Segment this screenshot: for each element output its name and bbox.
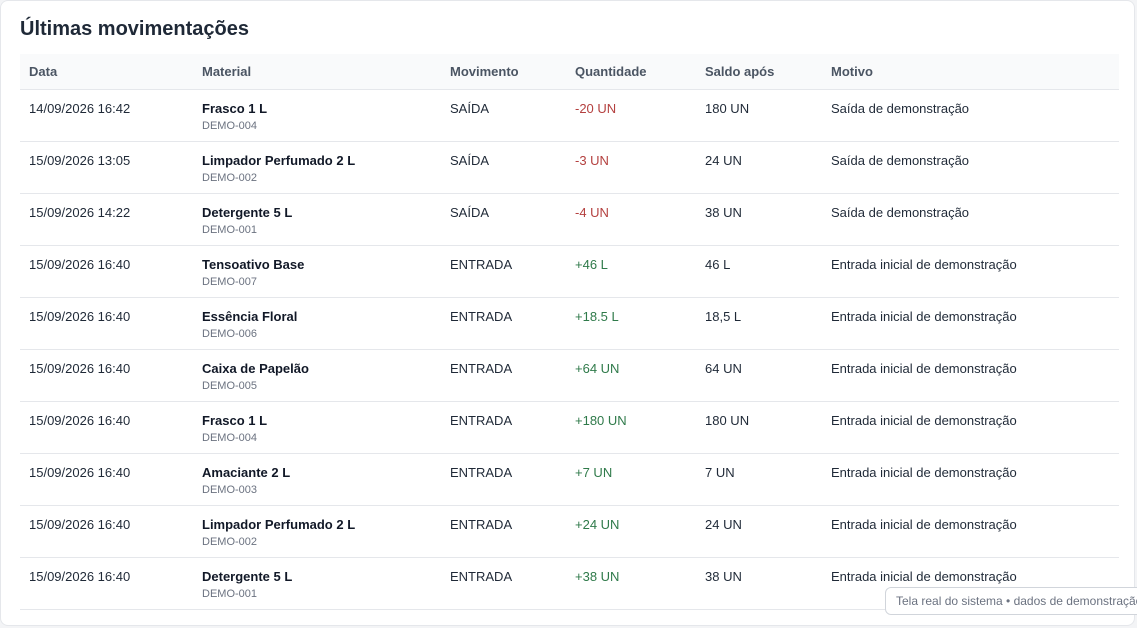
row-quantity: +38 UN (566, 557, 696, 610)
material-name: Limpador Perfumado 2 L (202, 517, 356, 532)
row-quantity: +24 UN (566, 505, 696, 558)
column-header-quantity: Quantidade (566, 54, 696, 90)
row-reason: Entrada inicial de demonstração (822, 401, 1119, 454)
material-code: DEMO-004 (202, 432, 258, 444)
material-name: Detergente 5 L (202, 205, 293, 220)
row-movement: SAÍDA (441, 141, 566, 194)
material-code: DEMO-002 (202, 172, 258, 184)
table-row: 15/09/2026 16:40 Caixa de Papelão DEMO-005… (20, 349, 1119, 402)
movements-table: Data Material Movimento Quantidade Saldo… (20, 54, 1119, 610)
material-name: Detergente 5 L (202, 569, 293, 584)
row-movement: ENTRADA (441, 557, 566, 610)
table-row: 15/09/2026 16:40 Essência Floral DEMO-006 E… (20, 297, 1119, 350)
row-material: Frasco 1 L DEMO-004 (193, 401, 441, 454)
row-reason: Saída de demonstração (822, 141, 1119, 194)
table-row: 15/09/2026 14:22 Detergente 5 L DEMO-001 SA… (20, 193, 1119, 246)
column-header-material: Material (193, 54, 441, 90)
row-quantity: -3 UN (566, 141, 696, 194)
row-date: 15/09/2026 16:40 (20, 349, 193, 402)
row-reason: Saída de demonstração (822, 193, 1119, 246)
row-movement: ENTRADA (441, 245, 566, 298)
table-row: 15/09/2026 16:40 Tensoativo Base DEMO-007 E… (20, 245, 1119, 298)
row-reason: Entrada inicial de demonstração (822, 453, 1119, 506)
row-date: 15/09/2026 16:40 (20, 453, 193, 506)
table-header-row: Data Material Movimento Quantidade Saldo… (20, 54, 1119, 90)
row-reason: Entrada inicial de demonstração (822, 505, 1119, 558)
column-header-reason: Motivo (822, 54, 1119, 90)
row-balance: 180 UN (696, 89, 822, 142)
row-date: 15/09/2026 16:40 (20, 401, 193, 454)
row-material: Limpador Perfumado 2 L DEMO-002 (193, 141, 441, 194)
table-row: 15/09/2026 16:40 Frasco 1 L DEMO-004 ENTRAD… (20, 401, 1119, 454)
table-row: 14/09/2026 16:42 Frasco 1 L DEMO-004 SAÍDA -… (20, 89, 1119, 142)
material-code: DEMO-007 (202, 276, 258, 288)
row-date: 15/09/2026 16:40 (20, 245, 193, 298)
material-name: Frasco 1 L (202, 101, 268, 116)
row-balance: 64 UN (696, 349, 822, 402)
material-name: Essência Floral (202, 309, 298, 324)
table-row: 15/09/2026 13:05 Limpador Perfumado 2 L DE… (20, 141, 1119, 194)
row-material: Detergente 5 L DEMO-001 (193, 193, 441, 246)
row-quantity: +180 UN (566, 401, 696, 454)
row-quantity: -4 UN (566, 193, 696, 246)
row-quantity: +64 UN (566, 349, 696, 402)
material-code: DEMO-006 (202, 328, 258, 340)
row-reason: Entrada inicial de demonstração (822, 297, 1119, 350)
row-balance: 38 UN (696, 557, 822, 610)
column-header-balance: Saldo após (696, 54, 822, 90)
column-header-movement: Movimento (441, 54, 566, 90)
row-date: 15/09/2026 13:05 (20, 141, 193, 194)
material-code: DEMO-003 (202, 484, 258, 496)
row-balance: 38 UN (696, 193, 822, 246)
material-code: DEMO-001 (202, 588, 258, 600)
row-material: Amaciante 2 L DEMO-003 (193, 453, 441, 506)
row-date: 15/09/2026 16:40 (20, 557, 193, 610)
row-movement: ENTRADA (441, 505, 566, 558)
row-balance: 180 UN (696, 401, 822, 454)
material-code: DEMO-004 (202, 120, 258, 132)
row-date: 14/09/2026 16:42 (20, 89, 193, 142)
table-row: 15/09/2026 16:40 Limpador Perfumado 2 L DE… (20, 505, 1119, 558)
row-movement: ENTRADA (441, 297, 566, 350)
row-date: 15/09/2026 16:40 (20, 297, 193, 350)
row-date: 15/09/2026 14:22 (20, 193, 193, 246)
row-material: Limpador Perfumado 2 L DEMO-002 (193, 505, 441, 558)
row-balance: 7 UN (696, 453, 822, 506)
row-date: 15/09/2026 16:40 (20, 505, 193, 558)
demo-data-badge: Tela real do sistema • dados de demonstr… (885, 587, 1137, 615)
row-balance: 46 L (696, 245, 822, 298)
row-quantity: +46 L (566, 245, 696, 298)
material-code: DEMO-002 (202, 536, 258, 548)
page-title: Últimas movimentações (20, 18, 249, 40)
row-quantity: +7 UN (566, 453, 696, 506)
row-reason: Saída de demonstração (822, 89, 1119, 142)
row-reason: Entrada inicial de demonstração (822, 349, 1119, 402)
row-quantity: -20 UN (566, 89, 696, 142)
material-name: Tensoativo Base (202, 257, 305, 272)
material-name: Caixa de Papelão (202, 361, 309, 376)
material-name: Limpador Perfumado 2 L (202, 153, 356, 168)
material-code: DEMO-005 (202, 380, 258, 392)
row-material: Tensoativo Base DEMO-007 (193, 245, 441, 298)
row-material: Detergente 5 L DEMO-001 (193, 557, 441, 610)
table-row: 15/09/2026 16:40 Amaciante 2 L DEMO-003 ENT… (20, 453, 1119, 506)
row-balance: 18,5 L (696, 297, 822, 350)
row-movement: ENTRADA (441, 453, 566, 506)
row-material: Essência Floral DEMO-006 (193, 297, 441, 350)
row-movement: SAÍDA (441, 89, 566, 142)
material-name: Amaciante 2 L (202, 465, 291, 480)
row-material: Caixa de Papelão DEMO-005 (193, 349, 441, 402)
row-movement: SAÍDA (441, 193, 566, 246)
row-balance: 24 UN (696, 505, 822, 558)
row-balance: 24 UN (696, 141, 822, 194)
material-code: DEMO-001 (202, 224, 258, 236)
material-name: Frasco 1 L (202, 413, 268, 428)
column-header-date: Data (20, 54, 193, 90)
row-movement: ENTRADA (441, 349, 566, 402)
row-movement: ENTRADA (441, 401, 566, 454)
row-quantity: +18.5 L (566, 297, 696, 350)
row-material: Frasco 1 L DEMO-004 (193, 89, 441, 142)
row-reason: Entrada inicial de demonstração (822, 245, 1119, 298)
